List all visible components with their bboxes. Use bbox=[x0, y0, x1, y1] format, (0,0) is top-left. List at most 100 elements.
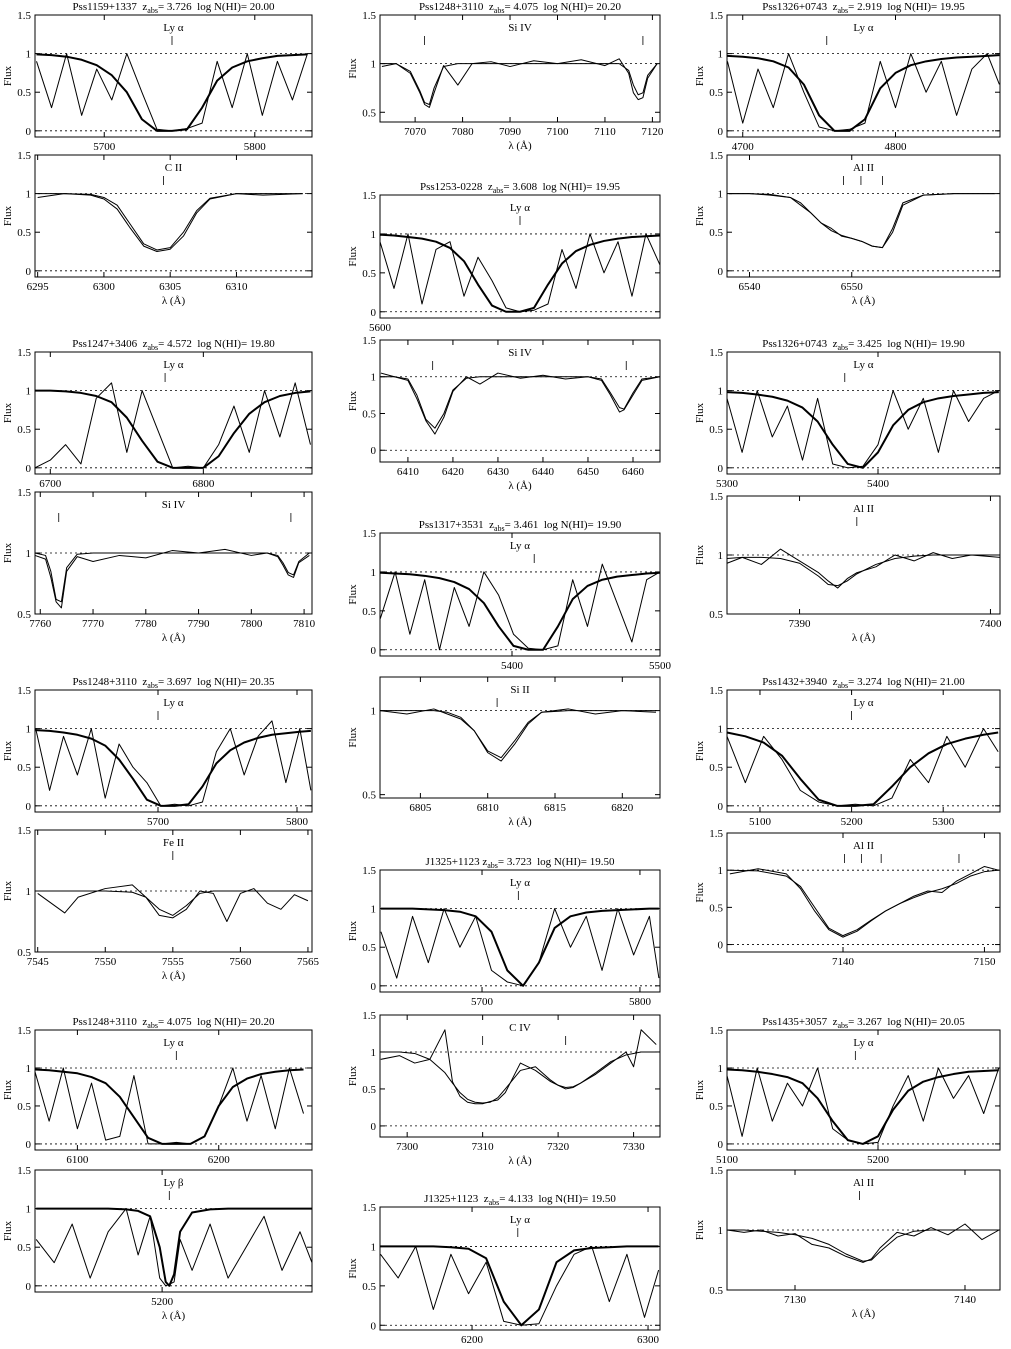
y-tick-label: 0.5 bbox=[17, 762, 31, 774]
ion-label: Ly α bbox=[510, 877, 530, 889]
ion-label: C II bbox=[165, 162, 183, 174]
y-tick-label: 1.5 bbox=[709, 347, 723, 359]
panel-title: Pss1253-0228 zabs= 3.608 log N(HI)= 19.9… bbox=[420, 181, 620, 195]
panel: 0 0.5 1 1.5 6410 6420 6430 6440 6450 6460 Si IV Flu… bbox=[347, 335, 661, 492]
y-tick-label: 0 bbox=[26, 1139, 32, 1151]
y-axis-label: Flux bbox=[694, 740, 706, 761]
panel-title-part: abs bbox=[838, 343, 849, 352]
y-tick-label: 1.5 bbox=[17, 1165, 31, 1177]
x-tick-label: 7565 bbox=[297, 956, 320, 968]
x-tick-label: 6800 bbox=[192, 478, 215, 490]
ion-label: Ly α bbox=[163, 1037, 183, 1049]
y-tick-label: 0.5 bbox=[709, 762, 723, 774]
x-tick-label: 7770 bbox=[82, 618, 105, 630]
spectrum-line bbox=[729, 193, 995, 249]
panel-title-part: = 3.267 log N(HI)= 20.05 bbox=[848, 1016, 965, 1028]
y-tick-label: 1.5 bbox=[362, 190, 376, 202]
y-tick-label: 1.5 bbox=[709, 1025, 723, 1037]
x-tick-label: 6300 bbox=[637, 1334, 660, 1346]
y-tick-label: 0 bbox=[371, 645, 377, 657]
spectrum-line bbox=[381, 58, 658, 108]
spectrum-line bbox=[380, 1029, 657, 1105]
x-axis-label: λ (Å) bbox=[508, 140, 532, 152]
x-tick-label: 7320 bbox=[547, 1141, 570, 1153]
panel-title-part: Pss1253-0228 z bbox=[420, 181, 493, 193]
panel-title-part: = 3.726 log N(HI)= 20.00 bbox=[158, 1, 275, 13]
spectrum-line bbox=[34, 548, 310, 609]
ion-label: Ly α bbox=[163, 22, 183, 34]
x-axis-label: λ (Å) bbox=[508, 480, 532, 492]
ion-label: Al II bbox=[853, 1177, 874, 1189]
x-axis-label: λ (Å) bbox=[852, 632, 876, 644]
ion-label: Al II bbox=[853, 162, 874, 174]
y-tick-label: 0.5 bbox=[17, 1101, 31, 1113]
panel: 0.5 1 6805 6810 6815 6820 Si II Flux λ (Å) bbox=[347, 676, 661, 828]
spectrum-line bbox=[36, 53, 308, 132]
y-axis-label: Flux bbox=[347, 390, 359, 411]
spectrum-line bbox=[729, 193, 995, 249]
y-tick-label: 0.5 bbox=[17, 1242, 31, 1254]
y-tick-label: 0 bbox=[718, 1139, 724, 1151]
y-axis-label: Flux bbox=[694, 1079, 706, 1100]
spectrum-line bbox=[726, 391, 999, 469]
y-tick-label: 1.5 bbox=[709, 828, 723, 840]
y-tick-label: 0.5 bbox=[709, 902, 723, 914]
x-tick-label: 6295 bbox=[27, 281, 50, 293]
panel-title: Pss1326+0743 zabs= 2.919 log N(HI)= 19.9… bbox=[762, 1, 965, 15]
y-tick-label: 1.5 bbox=[17, 347, 31, 359]
ion-label: Ly α bbox=[853, 1037, 873, 1049]
x-tick-label: 7800 bbox=[240, 618, 263, 630]
y-tick-label: 1 bbox=[718, 550, 724, 562]
y-tick-label: 1.5 bbox=[362, 335, 376, 347]
y-axis-label: Flux bbox=[2, 65, 14, 86]
y-tick-label: 1.5 bbox=[17, 487, 31, 499]
plot-frame bbox=[726, 832, 1001, 953]
plot-frame bbox=[379, 339, 661, 463]
plot-frame bbox=[726, 154, 1001, 278]
panel: 0 0.5 1 1.5 5200 Ly β Flux λ (Å) bbox=[2, 1165, 313, 1322]
spectrum-line bbox=[34, 382, 311, 469]
panel-title: J1325+1123 zabs= 4.133 log N(HI)= 19.50 bbox=[424, 1193, 616, 1207]
ion-label: Ly β bbox=[164, 1177, 184, 1189]
y-tick-label: 0.5 bbox=[362, 942, 376, 954]
x-tick-label: 7080 bbox=[452, 126, 475, 138]
y-tick-label: 0.5 bbox=[709, 87, 723, 99]
x-tick-label: 7545 bbox=[27, 956, 50, 968]
panel-title-part: abs bbox=[147, 681, 158, 690]
y-tick-label: 0.5 bbox=[17, 947, 31, 959]
panel-title-part: Pss1326+0743 z bbox=[762, 1, 837, 13]
x-axis-label: λ (Å) bbox=[852, 1308, 876, 1320]
ion-label: Al II bbox=[853, 503, 874, 515]
panel-title-part: abs bbox=[494, 6, 505, 15]
y-tick-label: 1 bbox=[26, 1204, 32, 1216]
spectrum-line bbox=[37, 193, 303, 253]
spectrum-line bbox=[726, 731, 999, 807]
panel: 0 0.5 1 1.5 6200 6300 Ly α Flux J1325+1123 zabs=… bbox=[347, 1193, 661, 1346]
y-tick-label: 1.5 bbox=[362, 1010, 376, 1022]
y-tick-label: 1 bbox=[371, 1241, 377, 1253]
panel: 0 0.5 1 1.5 5700 5800 Ly α Flux J1325+1123 zabs=… bbox=[347, 856, 661, 1008]
x-tick-label: 5500 bbox=[649, 660, 672, 672]
y-tick-label: 0 bbox=[718, 463, 724, 475]
panel: 0 0.5 1 1.5 5300 5400 Ly α Flux Pss1326+0743 zab… bbox=[694, 338, 1001, 490]
y-tick-label: 1 bbox=[371, 706, 377, 718]
y-tick-label: 0 bbox=[26, 126, 32, 138]
panel-title-part: J1325+1123 z bbox=[424, 1193, 489, 1205]
x-tick-label: 5700 bbox=[471, 996, 494, 1008]
spectrum-line bbox=[727, 54, 1000, 132]
x-tick-label: 5400 bbox=[867, 478, 890, 490]
panel-title: Pss1159+1337 zabs= 3.726 log N(HI)= 20.0… bbox=[72, 1, 275, 15]
plot-frame bbox=[379, 1014, 661, 1138]
spectrum-line bbox=[34, 1068, 304, 1145]
x-axis-label: λ (Å) bbox=[852, 295, 876, 307]
y-tick-label: 0 bbox=[371, 445, 377, 457]
plot-frame bbox=[34, 154, 313, 278]
spectrum-line bbox=[729, 865, 999, 938]
x-tick-label: 7310 bbox=[472, 1141, 495, 1153]
y-axis-label: Flux bbox=[2, 402, 14, 423]
x-tick-label: 5300 bbox=[932, 816, 955, 828]
y-tick-label: 0.5 bbox=[709, 227, 723, 239]
y-tick-label: 1 bbox=[718, 1063, 724, 1075]
x-tick-label: 6460 bbox=[622, 466, 645, 478]
y-tick-label: 0 bbox=[371, 1320, 377, 1332]
